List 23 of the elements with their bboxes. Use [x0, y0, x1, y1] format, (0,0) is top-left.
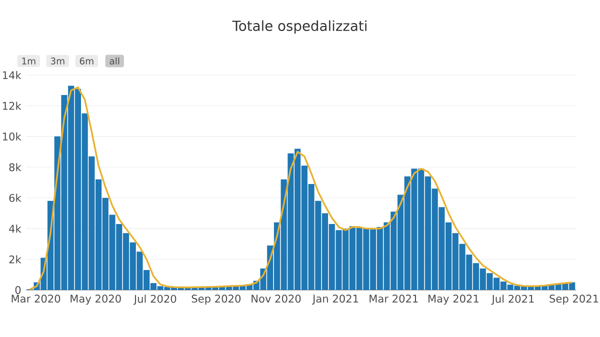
x-tick-label: Jan 2021 — [312, 294, 358, 305]
y-tick-label: 14k — [2, 71, 22, 80]
y-tick-label: 4k — [9, 224, 22, 233]
y-tick-label: 6k — [9, 194, 22, 202]
x-tick-label: Nov 2020 — [252, 294, 301, 303]
x-tick-label: Mar 2021 — [370, 294, 418, 303]
x-tick-label: Sep 2021 — [550, 294, 598, 305]
chart-title: Totale ospedalizzati — [232, 20, 366, 34]
x-tick-label: Mar 2020 — [12, 294, 60, 303]
text: all — [110, 57, 120, 65]
text: 3m — [50, 58, 64, 64]
x-tick-label: May 2020 — [70, 294, 121, 305]
text: 6m — [80, 58, 94, 64]
y-tick-label: 8k — [9, 163, 22, 172]
y-tick-label: 0 — [15, 286, 21, 294]
y-tick-label: 10k — [2, 132, 22, 141]
text: 1m — [22, 58, 36, 64]
x-tick-label: Sep 2020 — [192, 294, 241, 305]
x-tick-label: Jul 2020 — [133, 294, 176, 305]
x-tick-label: May 2021 — [428, 294, 478, 305]
x-tick-label: Jul 2021 — [491, 294, 534, 305]
y-tick-label: 12k — [2, 102, 22, 110]
y-tick-label: 2k — [9, 255, 22, 264]
